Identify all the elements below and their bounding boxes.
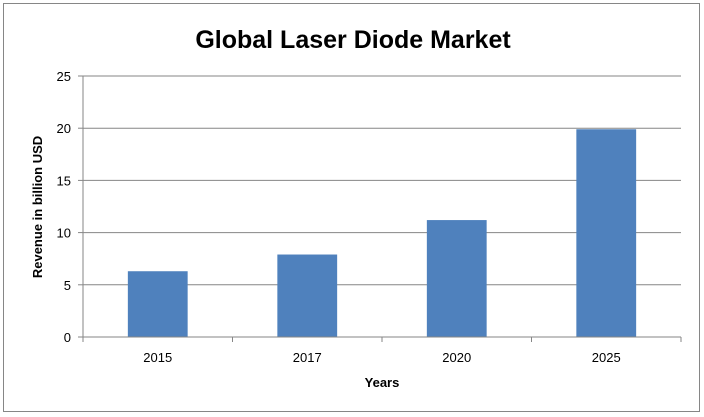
- x-tick-label: 2015: [143, 350, 172, 365]
- y-tick-label: 25: [57, 69, 71, 84]
- x-tick-labels: 2015 2017 2020 2025: [143, 350, 620, 365]
- y-tick-label: 15: [57, 173, 71, 188]
- y-axis-title: Revenue in billion USD: [30, 136, 45, 278]
- y-tick-labels: 0 5 10 15 20 25: [57, 69, 71, 345]
- bars: [127, 129, 637, 337]
- x-tick-label: 2017: [293, 350, 322, 365]
- y-tick-label: 5: [64, 278, 71, 293]
- y-tick-label: 20: [57, 121, 71, 136]
- axes: [82, 76, 682, 342]
- y-tick-label: 0: [64, 330, 71, 345]
- bar-2025: [576, 129, 637, 337]
- bar-2020: [426, 220, 487, 337]
- x-tick-label: 2020: [442, 350, 471, 365]
- y-tick-label: 10: [57, 226, 71, 241]
- bar-2015: [127, 271, 188, 337]
- x-axis-title: Years: [365, 375, 400, 390]
- chart-title: Global Laser Diode Market: [195, 26, 511, 54]
- x-tick-label: 2025: [592, 350, 621, 365]
- bar-2017: [277, 254, 338, 337]
